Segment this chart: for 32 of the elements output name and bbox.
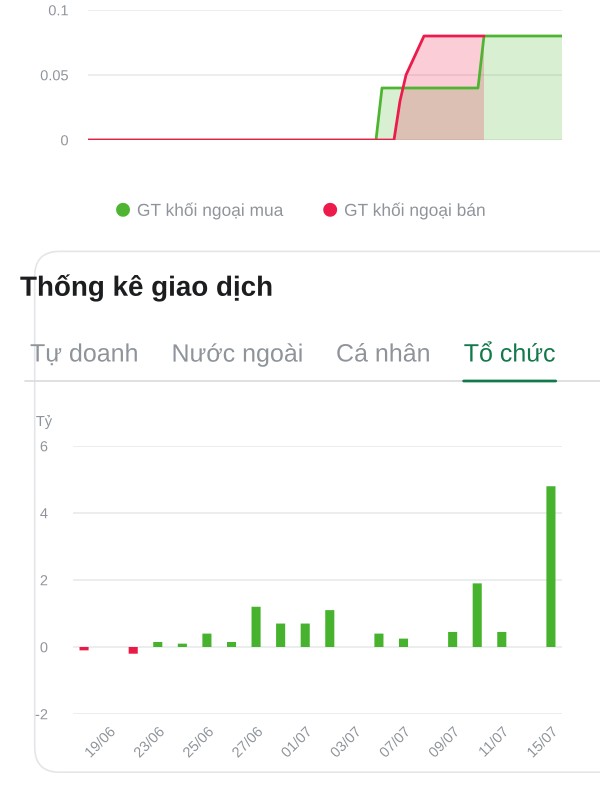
- bar: [325, 610, 334, 647]
- bar: [276, 624, 286, 647]
- y-tick-label: 0: [40, 642, 48, 652]
- bar: [497, 632, 506, 647]
- legend-label: GT khối ngoại bán: [344, 202, 485, 220]
- bar: [252, 606, 261, 647]
- bar: [300, 624, 310, 647]
- text: Tự doanh: [30, 343, 137, 366]
- y-tick-label: 0: [61, 135, 68, 146]
- y-axis-title: Tỷ: [36, 414, 52, 430]
- bar: [398, 638, 408, 647]
- bar: [80, 647, 89, 650]
- bar: [472, 583, 482, 647]
- text: Nước ngoài: [174, 343, 302, 367]
- bar: [153, 642, 162, 647]
- chart-title: Thống kê giao dịch: [20, 274, 272, 302]
- bar: [546, 486, 556, 647]
- y-tick-label: 4: [40, 508, 48, 518]
- chart-subtitle: Tổ chức: [464, 341, 555, 362]
- y-tick-label: 2: [40, 575, 48, 586]
- legend-label: GT khối ngoại mua: [138, 202, 284, 220]
- y-tick-label: 0.1: [48, 5, 68, 16]
- bar: [448, 632, 458, 647]
- bar: [202, 634, 212, 647]
- bar: [128, 647, 138, 654]
- y-tick-label: -2: [36, 709, 48, 720]
- y-tick-label: 0.05: [40, 70, 68, 80]
- bar: [226, 642, 236, 647]
- y-tick-label: 6: [40, 441, 48, 452]
- bar: [374, 634, 384, 647]
- bar: [178, 644, 187, 647]
- text: Cá nhân: [337, 343, 429, 362]
